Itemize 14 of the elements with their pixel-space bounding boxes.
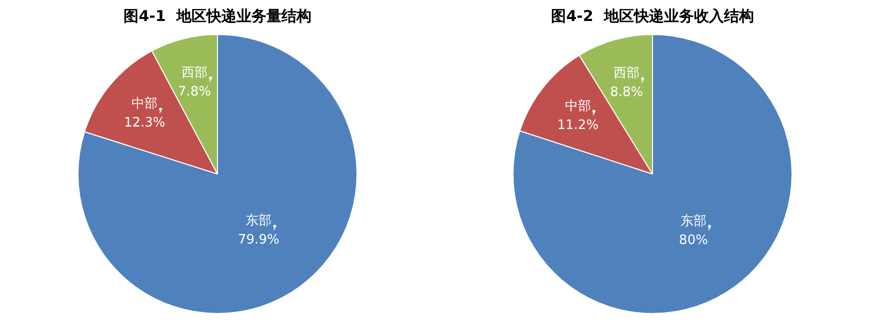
chart-title: 图4-1 地区快递业务量结构 xyxy=(124,6,312,25)
data-label: 79.9% xyxy=(238,232,280,248)
data-label: 80% xyxy=(679,232,708,248)
slice-label: 中部 xyxy=(132,96,158,112)
data-label: 12.3% xyxy=(124,116,166,131)
data-label: 11.2% xyxy=(557,118,599,133)
data-label: 7.8% xyxy=(178,84,212,100)
data-label: 8.8% xyxy=(610,85,644,100)
slice-label: 西部 xyxy=(614,66,640,82)
slice-label: 西部 xyxy=(181,65,208,80)
slice-label: 东部 xyxy=(680,214,706,229)
slice-label: 东部 xyxy=(246,214,272,229)
slice-label: 中部 xyxy=(564,98,591,114)
chart-title: 图4-2 地区快递业务收入结构 xyxy=(551,6,754,25)
